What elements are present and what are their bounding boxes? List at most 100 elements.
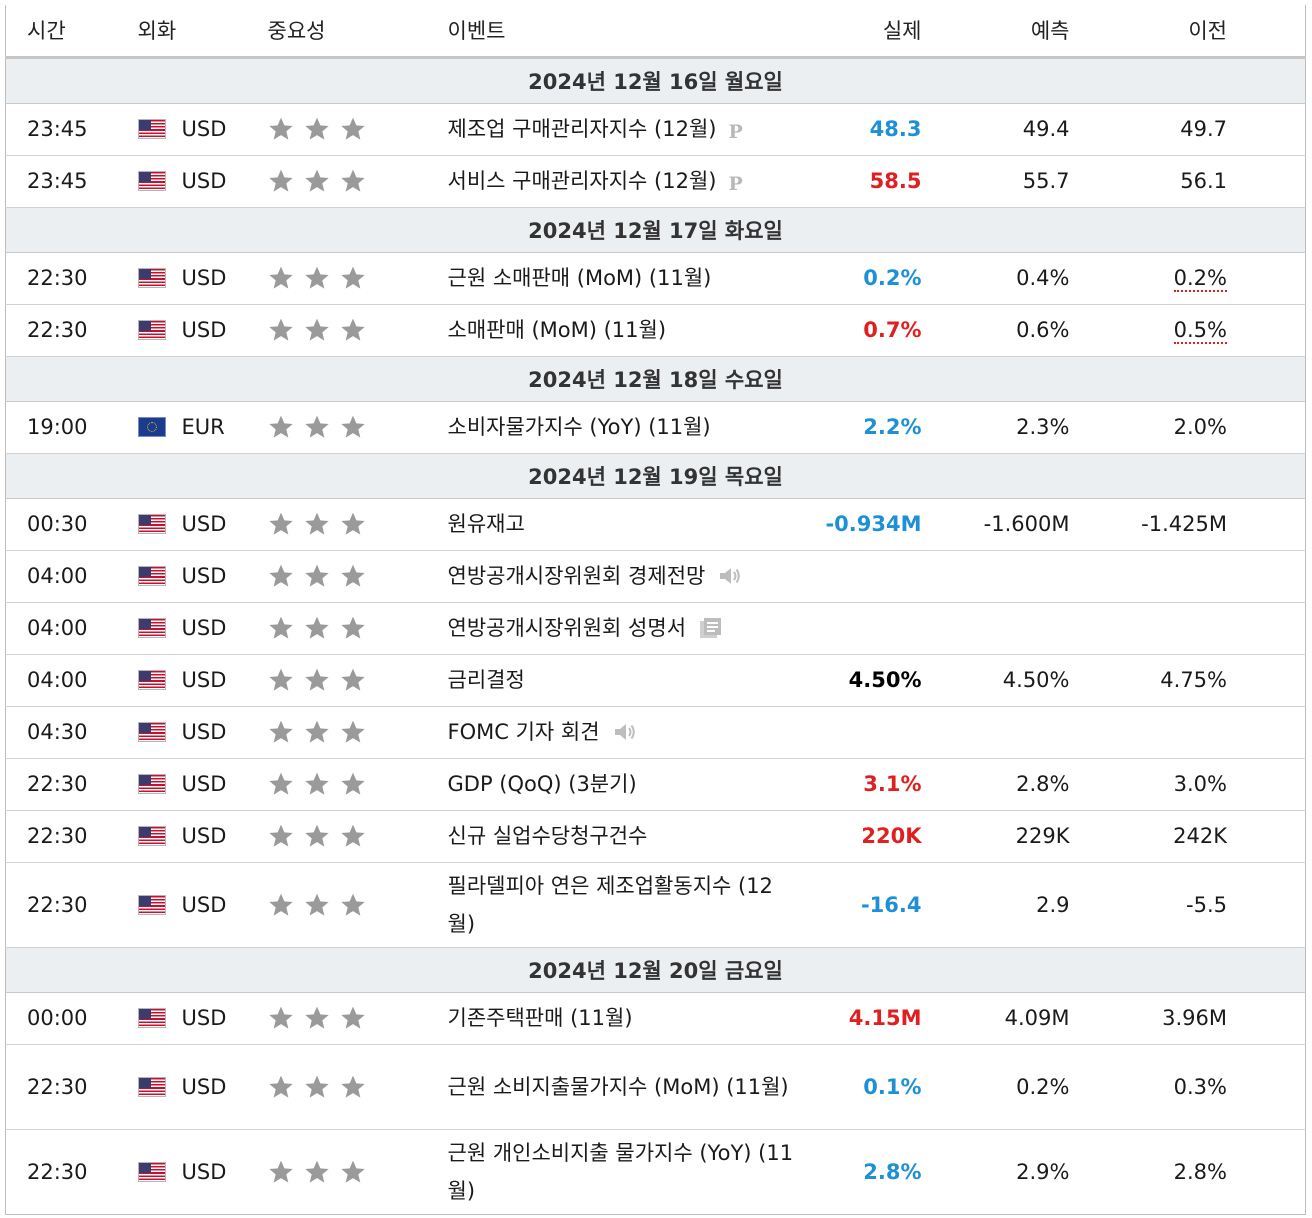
actual-value-cell — [814, 706, 930, 759]
forecast-value: 2.9 — [929, 862, 1070, 948]
currency-cell: USD — [137, 155, 268, 208]
event-name-link[interactable]: 필라델피아 연은 제조업활동지수 (12월) — [447, 873, 773, 936]
forecast-value: 49.4 — [929, 103, 1070, 156]
currency-code: USD — [181, 318, 227, 342]
actual-value-cell: 220K — [814, 810, 930, 863]
event-row[interactable]: 04:00 USD 연방공개시장위원회 성명서 — [5, 602, 1306, 655]
importance-star-icon — [268, 563, 294, 589]
forecast-value: 2.8% — [929, 758, 1070, 811]
forecast-value: -1.600M — [929, 498, 1070, 551]
event-time: 00:30 — [5, 498, 138, 551]
event-row[interactable]: 22:30 USD 소매판매 (MoM) (11월) 0.7% 0.6% 0.5% — [5, 304, 1306, 357]
actual-value: 0.1% — [863, 1074, 922, 1099]
us-flag-icon — [137, 514, 166, 534]
column-header-previous[interactable]: 이전 — [1069, 5, 1306, 59]
event-row[interactable]: 23:45 USD 서비스 구매관리자지수 (12월) P 58.5 55.7 56.1 — [5, 155, 1306, 208]
calendar-body: 2024년 12월 16일 월요일 23:45 USD 제조업 구매관리자지수 (12… — [5, 57, 1306, 1215]
event-row[interactable]: 22:30 USD 근원 소비지출물가지수 (MoM) (11월) 0.1% 0.2% 0… — [5, 1044, 1306, 1130]
document-icon[interactable] — [698, 616, 724, 640]
importance-star-icon — [304, 615, 330, 641]
importance-star-icon — [268, 168, 294, 194]
currency-code: USD — [181, 720, 227, 744]
previous-value: 2.0% — [1173, 415, 1227, 439]
event-row[interactable]: 04:30 USD FOMC 기자 회견 — [5, 706, 1306, 759]
event-name-link[interactable]: 원유재고 — [447, 512, 525, 536]
actual-value: 220K — [861, 824, 922, 848]
event-row[interactable]: 22:30 USD 근원 개인소비지출 물가지수 (YoY) (11월) 2.8% 2.… — [5, 1129, 1306, 1215]
previous-value-cell — [1069, 706, 1306, 759]
importance-star-icon — [304, 823, 330, 849]
event-name-link[interactable]: 기존주택판매 (11월) — [447, 1006, 633, 1030]
forecast-value: 55.7 — [929, 155, 1070, 208]
previous-value[interactable]: 0.5% — [1173, 318, 1227, 344]
event-row[interactable]: 22:30 USD 신규 실업수당청구건수 220K 229K 242K — [5, 810, 1306, 863]
event-cell: 근원 개인소비지출 물가지수 (YoY) (11월) — [447, 1129, 815, 1215]
column-header-actual[interactable]: 실제 — [814, 5, 930, 59]
event-name-link[interactable]: 근원 소매판매 (MoM) (11월) — [447, 266, 712, 290]
event-name-link[interactable]: 소매판매 (MoM) (11월) — [447, 318, 667, 342]
previous-value: -1.425M — [1141, 512, 1227, 536]
currency-code: USD — [181, 117, 227, 141]
currency-cell: USD — [137, 252, 268, 305]
actual-value: 58.5 — [869, 169, 922, 193]
speaker-icon[interactable] — [612, 721, 638, 743]
event-name-link[interactable]: 소비자물가지수 (YoY) (11월) — [447, 415, 711, 439]
event-name-link[interactable]: 연방공개시장위원회 성명서 — [447, 616, 687, 640]
event-row[interactable]: 23:45 USD 제조업 구매관리자지수 (12월) P 48.3 49.4 49.7 — [5, 103, 1306, 156]
previous-value: 49.7 — [1180, 117, 1227, 141]
event-row[interactable]: 19:00 EUR 소비자물가지수 (YoY) (11월) 2.2% 2.3% 2.0% — [5, 401, 1306, 454]
importance-star-icon — [268, 511, 294, 537]
importance-star-icon — [268, 1159, 294, 1185]
event-time: 04:00 — [5, 550, 138, 603]
importance-star-icon — [340, 771, 366, 797]
event-time: 23:45 — [5, 103, 138, 156]
event-name-link[interactable]: GDP (QoQ) (3분기) — [447, 772, 637, 796]
event-name-link[interactable]: 연방공개시장위원회 경제전망 — [447, 564, 706, 588]
previous-value-cell: -1.425M — [1069, 498, 1306, 551]
actual-value: 0.7% — [863, 318, 922, 342]
previous-value: -5.5 — [1186, 892, 1227, 917]
event-name-link[interactable]: 서비스 구매관리자지수 (12월) — [447, 169, 717, 193]
event-name-link[interactable]: 금리결정 — [447, 668, 525, 692]
event-name-link[interactable]: 신규 실업수당청구건수 — [447, 824, 648, 848]
currency-code: USD — [181, 616, 227, 640]
event-name-link[interactable]: 근원 소비지출물가지수 (MoM) (11월) — [447, 1074, 789, 1099]
event-row[interactable]: 04:00 USD 연방공개시장위원회 경제전망 — [5, 550, 1306, 603]
economic-calendar-table: 시간 외화 중요성 이벤트 실제 예측 이전 2024년 12월 16일 월요일… — [5, 5, 1306, 1215]
importance-star-icon — [340, 265, 366, 291]
importance-star-icon — [268, 116, 294, 142]
importance-star-icon — [268, 317, 294, 343]
importance-star-icon — [340, 116, 366, 142]
event-row[interactable]: 22:30 USD 필라델피아 연은 제조업활동지수 (12월) -16.4 2.9 -5… — [5, 862, 1306, 948]
currency-cell: USD — [137, 602, 268, 655]
actual-value: 4.50% — [848, 668, 922, 692]
event-row[interactable]: 00:00 USD 기존주택판매 (11월) 4.15M 4.09M 3.96M — [5, 992, 1306, 1045]
event-name-link[interactable]: 제조업 구매관리자지수 (12월) — [447, 117, 717, 141]
column-header-forecast[interactable]: 예측 — [929, 5, 1070, 59]
forecast-value: 0.4% — [929, 252, 1070, 305]
importance-cell — [267, 706, 448, 759]
event-time: 23:45 — [5, 155, 138, 208]
column-header-time[interactable]: 시간 — [5, 5, 138, 59]
importance-cell — [267, 602, 448, 655]
previous-value[interactable]: 0.2% — [1173, 266, 1227, 292]
previous-value-cell: 0.2% — [1069, 252, 1306, 305]
event-row[interactable]: 00:30 USD 원유재고 -0.934M -1.600M -1.425M — [5, 498, 1306, 551]
event-name-link[interactable]: FOMC 기자 회견 — [447, 720, 600, 744]
speaker-icon[interactable] — [717, 565, 743, 587]
column-header-currency[interactable]: 외화 — [137, 5, 268, 59]
event-row[interactable]: 04:00 USD 금리결정 4.50% 4.50% 4.75% — [5, 654, 1306, 707]
currency-code: USD — [181, 1074, 227, 1099]
event-cell: 원유재고 — [447, 498, 815, 551]
importance-star-icon — [340, 317, 366, 343]
event-name-link[interactable]: 근원 개인소비지출 물가지수 (YoY) (11월) — [447, 1140, 794, 1203]
previous-value-cell — [1069, 602, 1306, 655]
previous-value: 3.0% — [1173, 772, 1227, 796]
event-row[interactable]: 22:30 USD 근원 소매판매 (MoM) (11월) 0.2% 0.4% 0.2% — [5, 252, 1306, 305]
event-row[interactable]: 22:30 USD GDP (QoQ) (3분기) 3.1% 2.8% 3.0% — [5, 758, 1306, 811]
column-header-event[interactable]: 이벤트 — [447, 5, 815, 59]
day-header-row: 2024년 12월 18일 수요일 — [5, 356, 1306, 402]
column-header-importance[interactable]: 중요성 — [267, 5, 448, 59]
event-time: 22:30 — [5, 862, 138, 948]
importance-cell — [267, 103, 448, 156]
